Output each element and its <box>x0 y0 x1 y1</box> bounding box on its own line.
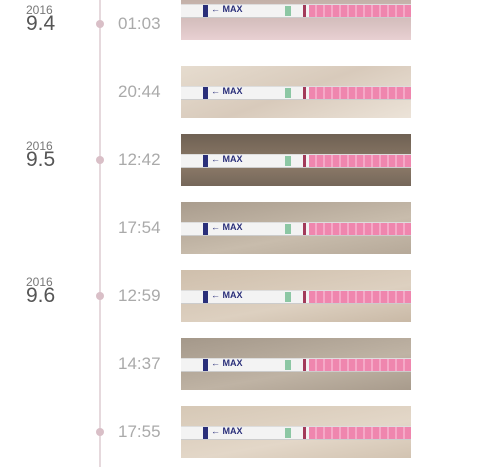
timeline-dot <box>96 156 104 164</box>
test-strip-photo: ← MAX <box>181 338 411 390</box>
strip-handle <box>203 223 208 235</box>
test-strip: ← MAX <box>181 358 411 372</box>
timeline-line <box>99 0 101 467</box>
strip-label: ← MAX <box>211 426 243 436</box>
test-strip: ← MAX <box>181 426 411 440</box>
test-strip: ← MAX <box>181 222 411 236</box>
strip-control-mark <box>285 360 291 370</box>
year: 2016 <box>26 139 53 153</box>
strip-handle <box>203 155 208 167</box>
time: 12:59 <box>118 286 161 305</box>
strip-label: ← MAX <box>211 4 243 14</box>
timeline-dot <box>96 428 104 436</box>
strip-label: ← MAX <box>211 154 243 164</box>
test-strip-photo: ← MAX <box>181 202 411 254</box>
strip-absorbent <box>309 5 411 17</box>
strip-test-line <box>303 291 306 303</box>
strip-label: ← MAX <box>211 222 243 232</box>
strip-absorbent <box>309 155 411 167</box>
time: 20:44 <box>118 82 161 101</box>
timeline-dot <box>96 292 104 300</box>
test-strip: ← MAX <box>181 290 411 304</box>
strip-test-line <box>303 155 306 167</box>
test-strip-photo: ← MAX <box>181 0 411 40</box>
strip-control-mark <box>285 156 291 166</box>
strip-control-mark <box>285 292 291 302</box>
date: 9.6 <box>26 284 56 307</box>
strip-test-line <box>303 427 306 439</box>
strip-handle <box>203 291 208 303</box>
date: 9.5 <box>26 148 56 171</box>
test-strip: ← MAX <box>181 86 411 100</box>
time: 14:37 <box>118 354 161 373</box>
strip-control-mark <box>285 88 291 98</box>
test-strip: ← MAX <box>181 154 411 168</box>
strip-control-mark <box>285 6 291 16</box>
strip-label: ← MAX <box>211 358 243 368</box>
strip-handle <box>203 427 208 439</box>
strip-handle <box>203 87 208 99</box>
strip-test-line <box>303 87 306 99</box>
time: 17:55 <box>118 422 161 441</box>
strip-handle <box>203 5 208 17</box>
year: 2016 <box>26 275 53 289</box>
time: 17:54 <box>118 218 161 237</box>
test-strip: ← MAX <box>181 4 411 18</box>
test-strip-photo: ← MAX <box>181 406 411 458</box>
strip-absorbent <box>309 359 411 371</box>
strip-label: ← MAX <box>211 290 243 300</box>
test-strip-photo: ← MAX <box>181 134 411 186</box>
time: 01:03 <box>118 14 161 33</box>
test-strip-photo: ← MAX <box>181 66 411 118</box>
strip-absorbent <box>309 87 411 99</box>
strip-absorbent <box>309 291 411 303</box>
date: 9.4 <box>26 12 56 35</box>
strip-test-line <box>303 5 306 17</box>
strip-test-line <box>303 223 306 235</box>
timeline-dot <box>96 20 104 28</box>
year: 2016 <box>26 3 53 17</box>
strip-test-line <box>303 359 306 371</box>
strip-label: ← MAX <box>211 86 243 96</box>
strip-absorbent <box>309 223 411 235</box>
test-strip-photo: ← MAX <box>181 270 411 322</box>
strip-control-mark <box>285 428 291 438</box>
strip-handle <box>203 359 208 371</box>
strip-absorbent <box>309 427 411 439</box>
time: 12:42 <box>118 150 161 169</box>
strip-control-mark <box>285 224 291 234</box>
